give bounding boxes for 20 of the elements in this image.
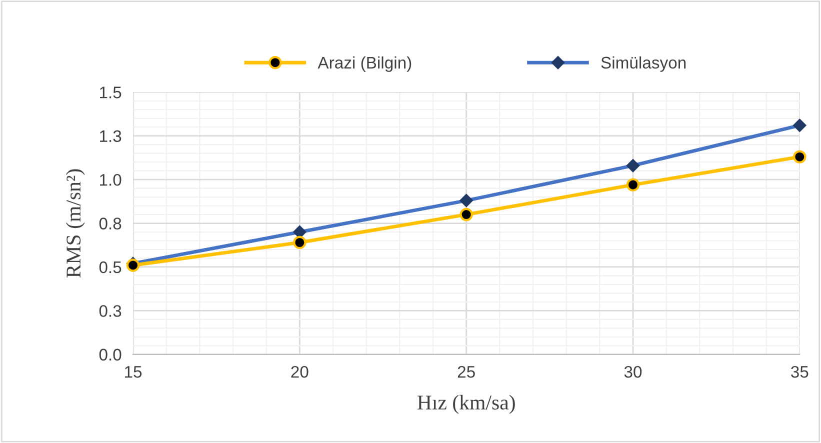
y-tick-label: 1.5 [100, 86, 122, 98]
x-tick-label: 25 [458, 366, 475, 378]
legend-label: Arazi (Bilgin) [318, 56, 412, 72]
y-tick-label: 1.0 [100, 174, 122, 186]
y-tick-label: 0.0 [99, 348, 122, 361]
x-tick-label: 15 [125, 366, 142, 378]
x-axis-title: Hız (km/sa) [417, 394, 515, 414]
legend-label: Simülasyon [601, 56, 686, 72]
point [793, 150, 806, 164]
y-tick-label: 0.8 [99, 218, 122, 230]
y-tick-label: 0.5 [99, 261, 122, 274]
point [626, 178, 640, 192]
point [460, 208, 473, 222]
y-tick-label: 0.3 [99, 305, 122, 317]
x-tick-label: 35 [791, 366, 808, 378]
point [293, 236, 306, 250]
x-tick-label: 20 [291, 366, 308, 378]
y-axis-title: RMS (m/sn²) [66, 169, 85, 278]
y-tick-label: 1.3 [100, 130, 122, 142]
x-tick-label: 30 [624, 366, 642, 378]
